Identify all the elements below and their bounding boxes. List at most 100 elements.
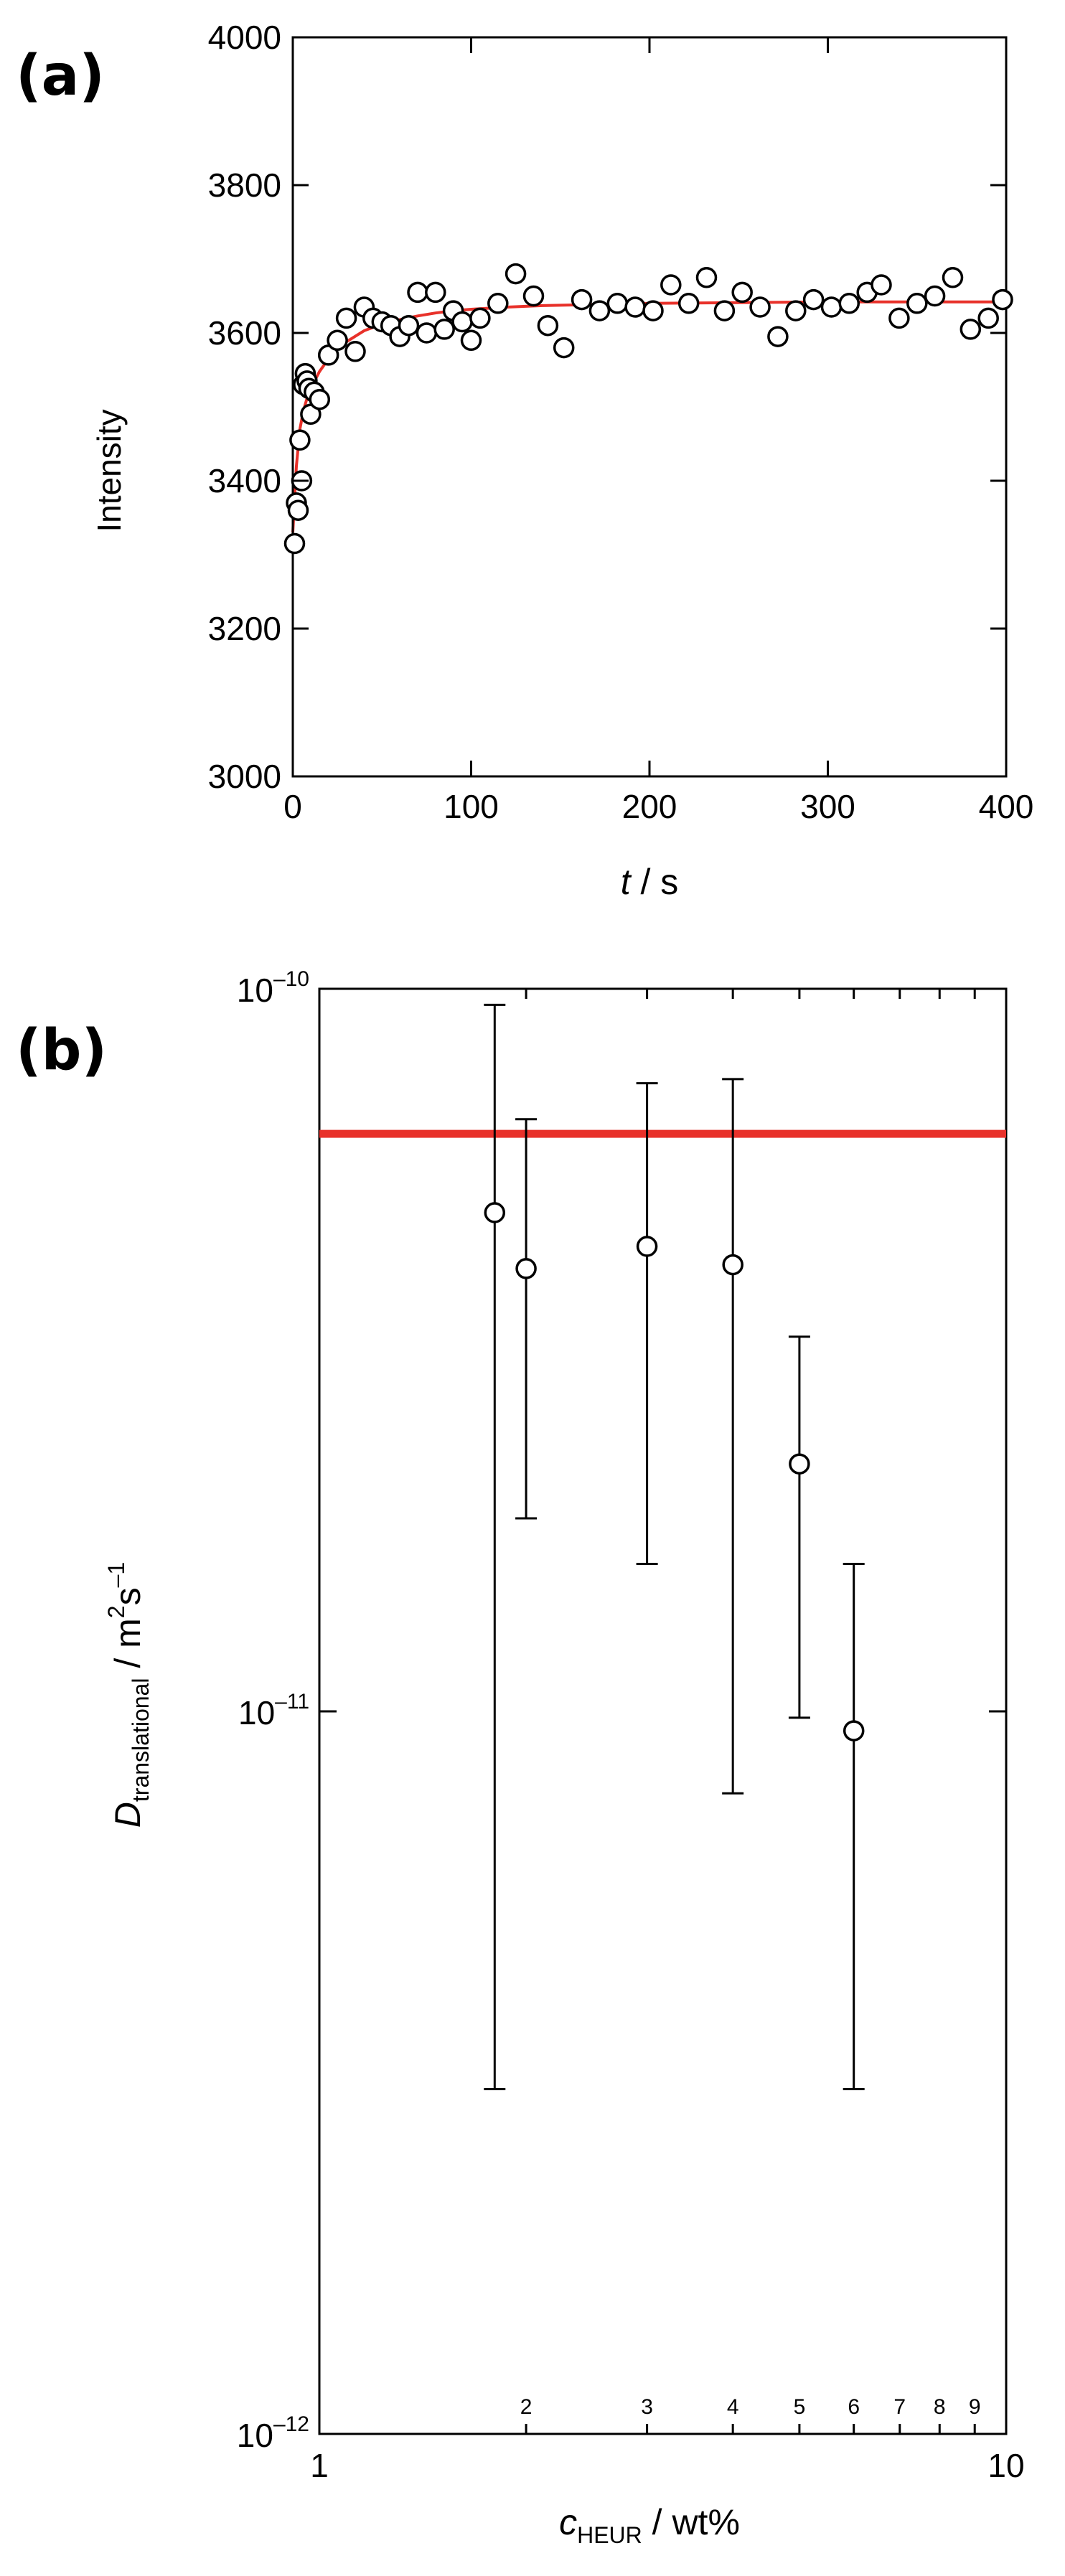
panel-b-x-minor-tick-label: 5 xyxy=(794,2395,806,2419)
panel-a-data-point xyxy=(749,296,771,318)
panel-a-data-point xyxy=(283,532,306,555)
panel-a-data-point xyxy=(398,314,420,337)
panel-b-x-minor-tick-label: 9 xyxy=(969,2395,981,2419)
panel-b-x-major-tick-label: 10 xyxy=(987,2447,1024,2484)
panel-b-x-minor-tick-label: 6 xyxy=(848,2395,860,2419)
panel-a-data-point xyxy=(606,293,629,314)
panel-a-x-axis-variable: t xyxy=(621,862,632,902)
panel-a-y-tick-label: 3200 xyxy=(208,610,281,647)
panel-a-data-point xyxy=(416,322,438,344)
panel-a-data-point xyxy=(713,300,736,321)
panel-a-data-point xyxy=(677,293,700,314)
panel-b-data-point xyxy=(484,1202,506,1223)
panel-a-data-point xyxy=(820,296,843,318)
panel-b-x-minor-tick-label: 4 xyxy=(727,2395,739,2419)
panel-a-x-tick-label: 400 xyxy=(979,788,1034,825)
panel-b-data-point xyxy=(636,1236,658,1257)
panel-b-data-point xyxy=(843,1720,865,1741)
panel-b-x-axis-unit: / wt% xyxy=(642,2502,740,2542)
panel-b-x-axis-variable: c xyxy=(559,2502,577,2542)
panel-b-y-axis-sup1: 2 xyxy=(103,1605,129,1618)
panel-a-y-axis: 3000 3200 3400 3600 3800 4000 xyxy=(208,19,1006,795)
panel-b-y-axis-sup2: –1 xyxy=(103,1562,129,1588)
panel-a-data-point xyxy=(433,319,455,340)
panel-a-data-point xyxy=(660,274,682,296)
panel-a-y-tick-label: 4000 xyxy=(208,19,281,56)
panel-a-x-tick-label: 0 xyxy=(283,788,302,825)
panel-a-data-point xyxy=(553,337,575,359)
panel-b-plot-area xyxy=(318,987,1008,2435)
panel-b-x-axis: 1 10 2 3 4 5 6 7 8 9 xyxy=(310,989,1025,2484)
panel-a-data-point xyxy=(992,288,1013,311)
panel-a-data-point xyxy=(335,307,357,329)
panel-a-y-tick-label: 3800 xyxy=(208,166,281,204)
panel-a-data-point xyxy=(309,388,331,410)
panel-b-y-tick-label: 10–11 xyxy=(238,1690,309,1731)
panel-b-y-tick-exponent: –10 xyxy=(273,967,309,991)
panel-b-y-axis-mid: s xyxy=(108,1587,148,1605)
panel-a-data-point xyxy=(731,281,753,304)
panel-a-frame xyxy=(291,36,1008,778)
panel-b-y-axis-subscript: translational xyxy=(128,1678,154,1802)
panel-a-chart: (a) 3000 3200 3400 3600 3800 4000 0 100 200 300 4… xyxy=(16,19,1033,902)
panel-a-data-point xyxy=(344,341,366,362)
panel-a-data-point xyxy=(785,300,807,321)
panel-b-y-tick-exponent: –11 xyxy=(275,1690,309,1714)
panel-b-y-axis-unit: / m xyxy=(108,1618,148,1678)
panel-a-y-axis-title: Intensity xyxy=(90,409,128,532)
panel-a-data-point xyxy=(624,296,646,318)
panel-a-data-point xyxy=(407,281,428,304)
panel-b-x-axis-subscript: HEUR xyxy=(577,2522,642,2548)
panel-b-y-tick-base: 10 xyxy=(237,2417,273,2454)
panel-a-x-axis-unit: / s xyxy=(631,862,679,902)
panel-b-frame xyxy=(318,987,1008,2435)
panel-b-y-tick-label: 10–10 xyxy=(237,967,309,1009)
panel-a-data-point xyxy=(289,429,311,451)
panel-b-x-minor-tick-label: 2 xyxy=(520,2395,532,2419)
panel-a-data-point xyxy=(469,307,491,329)
panel-a-data-point xyxy=(960,319,982,340)
panel-a-data-point xyxy=(487,293,509,314)
panel-a-y-tick-label: 3600 xyxy=(208,314,281,352)
panel-a-x-tick-label: 200 xyxy=(622,788,677,825)
panel-a-data-point xyxy=(802,288,825,311)
panel-a-label: (a) xyxy=(16,44,105,108)
panel-b-data-point xyxy=(515,1258,537,1279)
panel-a-data-point xyxy=(522,285,545,307)
panel-a-data-point xyxy=(505,263,527,285)
panel-a-data-point xyxy=(571,288,593,311)
panel-a-data-point xyxy=(977,307,999,329)
panel-b-x-axis-title: cHEUR / wt% xyxy=(559,2502,740,2548)
panel-a-x-axis-title: t / s xyxy=(621,862,679,902)
panel-b-y-tick-label: 10–12 xyxy=(237,2412,309,2454)
panel-a-y-tick-label: 3000 xyxy=(208,758,281,795)
panel-b-y-tick-base: 10 xyxy=(237,972,273,1009)
panel-a-data-point xyxy=(537,314,559,337)
panel-b-x-minor-tick-label: 8 xyxy=(934,2395,946,2419)
panel-a-data-point xyxy=(327,329,348,352)
panel-a-data-point xyxy=(942,267,964,288)
panel-a-x-axis: 0 100 200 300 400 xyxy=(283,37,1033,825)
panel-a-data-point xyxy=(425,281,446,304)
panel-a-plot-area xyxy=(283,36,1013,778)
panel-a-data-point xyxy=(906,293,928,314)
panel-b-x-minor-tick-label: 3 xyxy=(641,2395,653,2419)
panel-a-data-point xyxy=(838,293,860,314)
panel-b-data-point xyxy=(789,1453,810,1475)
panel-b-x-minor-tick-label: 7 xyxy=(893,2395,906,2419)
panel-b-label: (b) xyxy=(16,1018,107,1083)
panel-a-data-point xyxy=(451,311,473,333)
panel-a-data-point xyxy=(460,329,482,352)
panel-a-data-point xyxy=(695,267,718,288)
panel-a-x-tick-label: 300 xyxy=(800,788,855,825)
panel-a-y-tick-label: 3400 xyxy=(208,462,281,499)
panel-b-y-tick-base: 10 xyxy=(238,1694,275,1731)
panel-a-data-point xyxy=(588,300,611,321)
panel-a-data-point xyxy=(642,300,664,321)
panel-b-y-axis-variable: D xyxy=(108,1802,148,1828)
panel-b-data-point xyxy=(722,1254,743,1276)
panel-a-data-point xyxy=(287,499,309,521)
